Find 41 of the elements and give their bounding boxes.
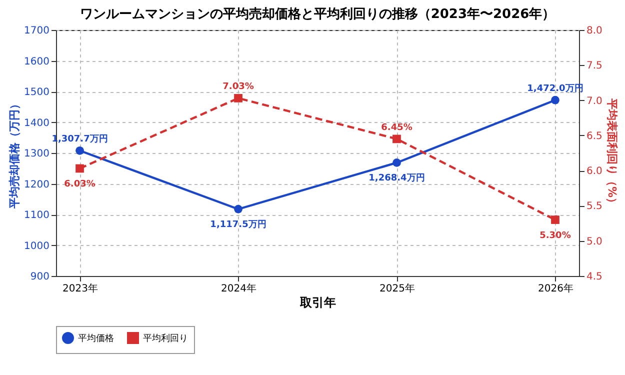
y2-tick-label: 7.5 <box>586 60 602 72</box>
x-axis-title: 取引年 <box>299 296 336 310</box>
legend-label: 平均価格 <box>78 333 114 344</box>
point <box>392 134 401 144</box>
x-tick-label: 2023年 <box>62 282 98 294</box>
point <box>551 216 560 224</box>
y-tick-label: 1100 <box>24 210 50 221</box>
y2-tick-label: 8.0 <box>586 26 602 36</box>
x-tick-label: 2025年 <box>380 282 415 294</box>
y2-tick-label: 4.5 <box>586 272 602 282</box>
y2-tick-label: 7.0 <box>586 96 602 107</box>
y-tick-label: 1300 <box>24 148 50 160</box>
data-label: 5.30% <box>540 230 571 241</box>
y-tick-label: 900 <box>30 272 50 282</box>
point <box>234 94 242 102</box>
x-tick-label: 2026年 <box>538 282 574 294</box>
y-tick-label: 1200 <box>24 179 50 190</box>
data-label: 6.45% <box>381 122 412 133</box>
point <box>76 164 84 173</box>
point <box>234 204 242 214</box>
data-label: 1,268.4万円 <box>368 172 425 184</box>
y-axis-title: 平均売却価格（万円） <box>8 98 22 210</box>
point <box>76 146 84 155</box>
point <box>551 96 560 104</box>
data-label: 1,117.5万円 <box>210 219 266 230</box>
y2-tick-label: 6.5 <box>586 130 602 142</box>
y2-tick-label: 5.5 <box>586 201 602 212</box>
legend-label: 平均利回り <box>143 333 188 344</box>
data-label: 6.03% <box>64 179 96 190</box>
y-tick-label: 1400 <box>24 118 50 129</box>
chart-title: ワンルームマンションの平均売却価格と平均利回りの推移（2023年〜2026年） <box>80 6 556 22</box>
y-tick-label: 1700 <box>24 26 50 36</box>
y2-tick-label: 5.0 <box>586 236 602 248</box>
data-label: 7.03% <box>222 82 254 92</box>
y-tick-label: 1500 <box>24 87 50 98</box>
point <box>392 158 401 167</box>
y-tick-label: 1600 <box>24 56 50 68</box>
x-tick-label: 2024年 <box>221 282 256 294</box>
y2-axis-title: 平均表面利回り（%） <box>605 97 618 209</box>
y-tick-label: 1000 <box>24 240 50 252</box>
y2-tick-label: 6.0 <box>586 166 602 178</box>
